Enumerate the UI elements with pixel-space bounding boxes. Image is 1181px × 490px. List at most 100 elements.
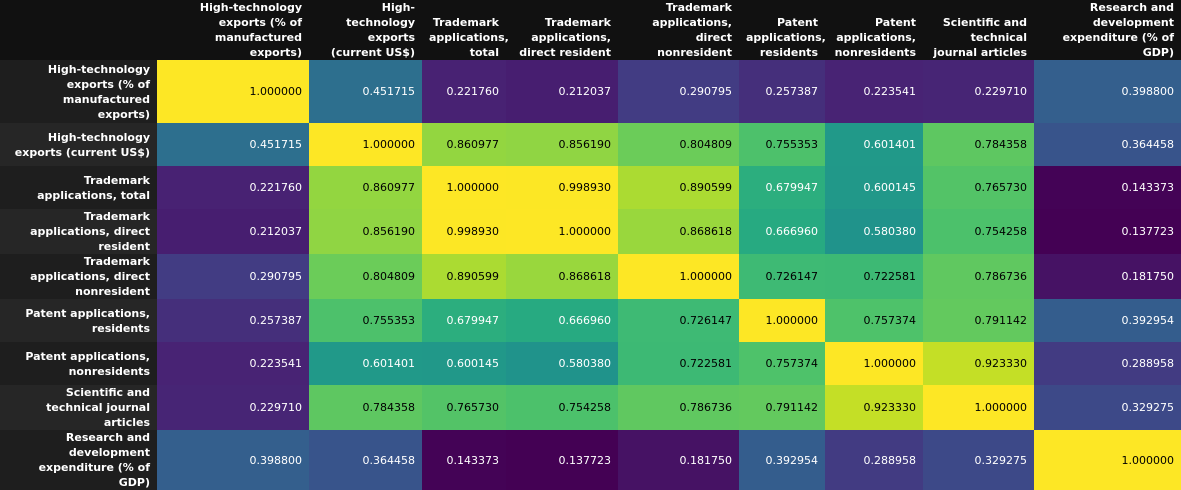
heatmap-cell: 1.000000	[618, 254, 739, 299]
column-header: Patent applications, residents	[739, 0, 826, 60]
row-header: Trademark applications, total	[0, 166, 157, 209]
heatmap-cell: 0.860977	[309, 166, 422, 209]
heatmap-cell: 0.726147	[618, 299, 739, 342]
heatmap-cell: 1.000000	[422, 166, 506, 209]
row-header: Patent applications, nonresidents	[0, 342, 157, 385]
heatmap-cell: 0.755353	[739, 123, 825, 166]
row-header: Patent applications, residents	[0, 299, 157, 342]
heatmap-cell: 0.679947	[739, 166, 825, 209]
column-header: High-technology exports (% of manufactur…	[157, 0, 309, 60]
heatmap-cell: 0.329275	[1034, 385, 1181, 430]
heatmap-cell: 0.221760	[157, 166, 309, 209]
heatmap-cell: 1.000000	[309, 123, 422, 166]
heatmap-cell: 0.288958	[825, 430, 923, 490]
heatmap-cell: 0.143373	[422, 430, 506, 490]
heatmap-cell: 0.229710	[923, 60, 1034, 123]
heatmap-cell: 0.998930	[506, 166, 618, 209]
heatmap-cell: 0.784358	[923, 123, 1034, 166]
heatmap-cell: 0.998930	[422, 209, 506, 254]
column-header: High-technology exports (current US$)	[309, 0, 422, 60]
heatmap-cell: 0.923330	[825, 385, 923, 430]
heatmap-cell: 0.722581	[618, 342, 739, 385]
heatmap-cell: 0.580380	[506, 342, 618, 385]
heatmap-cell: 0.257387	[157, 299, 309, 342]
heatmap-cell: 0.451715	[309, 60, 422, 123]
heatmap-cell: 0.791142	[739, 385, 825, 430]
heatmap-cell: 0.868618	[618, 209, 739, 254]
heatmap-cell: 0.726147	[739, 254, 825, 299]
heatmap-cell: 0.290795	[157, 254, 309, 299]
heatmap-cell: 1.000000	[825, 342, 923, 385]
heatmap-cell: 0.804809	[618, 123, 739, 166]
column-header: Research and development expenditure (% …	[1034, 0, 1181, 60]
heatmap-cell: 0.364458	[309, 430, 422, 490]
table-row: Research and development expenditure (% …	[0, 430, 1181, 490]
table-row: Trademark applications, total 0.221760 0.8…	[0, 166, 1181, 209]
heatmap-cell: 0.757374	[739, 342, 825, 385]
heatmap-cell: 1.000000	[923, 385, 1034, 430]
heatmap-cell: 0.754258	[506, 385, 618, 430]
table-row: Trademark applications, direct nonreside…	[0, 254, 1181, 299]
heatmap-cell: 0.755353	[309, 299, 422, 342]
heatmap-cell: 0.392954	[739, 430, 825, 490]
header-row: High-technology exports (% of manufactur…	[0, 0, 1181, 60]
heatmap-cell: 0.257387	[739, 60, 825, 123]
heatmap-cell: 0.288958	[1034, 342, 1181, 385]
row-header: High-technology exports (% of manufactur…	[0, 60, 157, 123]
heatmap-cell: 0.666960	[739, 209, 825, 254]
heatmap-cell: 0.890599	[422, 254, 506, 299]
heatmap-cell: 0.923330	[923, 342, 1034, 385]
heatmap-cell: 0.181750	[1034, 254, 1181, 299]
heatmap-cell: 1.000000	[739, 299, 825, 342]
table-body: High-technology exports (% of manufactur…	[0, 60, 1181, 490]
heatmap-cell: 0.757374	[825, 299, 923, 342]
column-header: Scientific and technical journal article…	[923, 0, 1034, 60]
corner-cell	[0, 0, 157, 60]
heatmap-cell: 0.784358	[309, 385, 422, 430]
row-header: Trademark applications, direct nonreside…	[0, 254, 157, 299]
heatmap-cell: 0.398800	[1034, 60, 1181, 123]
heatmap-cell: 0.601401	[825, 123, 923, 166]
heatmap-cell: 0.754258	[923, 209, 1034, 254]
column-header: Patent applications, nonresidents	[825, 0, 923, 60]
heatmap-cell: 0.329275	[923, 430, 1034, 490]
heatmap-cell: 0.804809	[309, 254, 422, 299]
column-header: Trademark applications, direct nonreside…	[618, 0, 739, 60]
heatmap-cell: 1.000000	[1034, 430, 1181, 490]
heatmap-cell: 0.229710	[157, 385, 309, 430]
heatmap-cell: 0.860977	[422, 123, 506, 166]
heatmap-cell: 0.765730	[422, 385, 506, 430]
heatmap-cell: 0.398800	[157, 430, 309, 490]
row-header: Research and development expenditure (% …	[0, 430, 157, 490]
heatmap-cell: 0.221760	[422, 60, 506, 123]
heatmap-cell: 0.392954	[1034, 299, 1181, 342]
table-row: High-technology exports (% of manufactur…	[0, 60, 1181, 123]
heatmap-cell: 0.765730	[923, 166, 1034, 209]
heatmap-cell: 0.137723	[1034, 209, 1181, 254]
heatmap-cell: 0.223541	[157, 342, 309, 385]
heatmap-cell: 0.580380	[825, 209, 923, 254]
heatmap-cell: 0.600145	[422, 342, 506, 385]
heatmap-cell: 0.601401	[309, 342, 422, 385]
row-header: High-technology exports (current US$)	[0, 123, 157, 166]
heatmap-cell: 0.223541	[825, 60, 923, 123]
heatmap-cell: 1.000000	[506, 209, 618, 254]
heatmap-cell: 0.290795	[618, 60, 739, 123]
column-header: Trademark applications, direct resident	[506, 0, 618, 60]
heatmap-cell: 0.600145	[825, 166, 923, 209]
heatmap-cell: 0.868618	[506, 254, 618, 299]
table-row: Scientific and technical journal article…	[0, 385, 1181, 430]
heatmap-cell: 0.786736	[618, 385, 739, 430]
heatmap-cell: 0.181750	[618, 430, 739, 490]
heatmap-cell: 0.364458	[1034, 123, 1181, 166]
heatmap-cell: 0.451715	[157, 123, 309, 166]
table-row: Patent applications, residents 0.257387 0.…	[0, 299, 1181, 342]
heatmap-cell: 0.143373	[1034, 166, 1181, 209]
heatmap-cell: 0.856190	[309, 209, 422, 254]
heatmap-cell: 0.791142	[923, 299, 1034, 342]
heatmap-cell: 0.212037	[506, 60, 618, 123]
heatmap-cell: 0.890599	[618, 166, 739, 209]
heatmap-cell: 0.666960	[506, 299, 618, 342]
heatmap-cell: 0.722581	[825, 254, 923, 299]
